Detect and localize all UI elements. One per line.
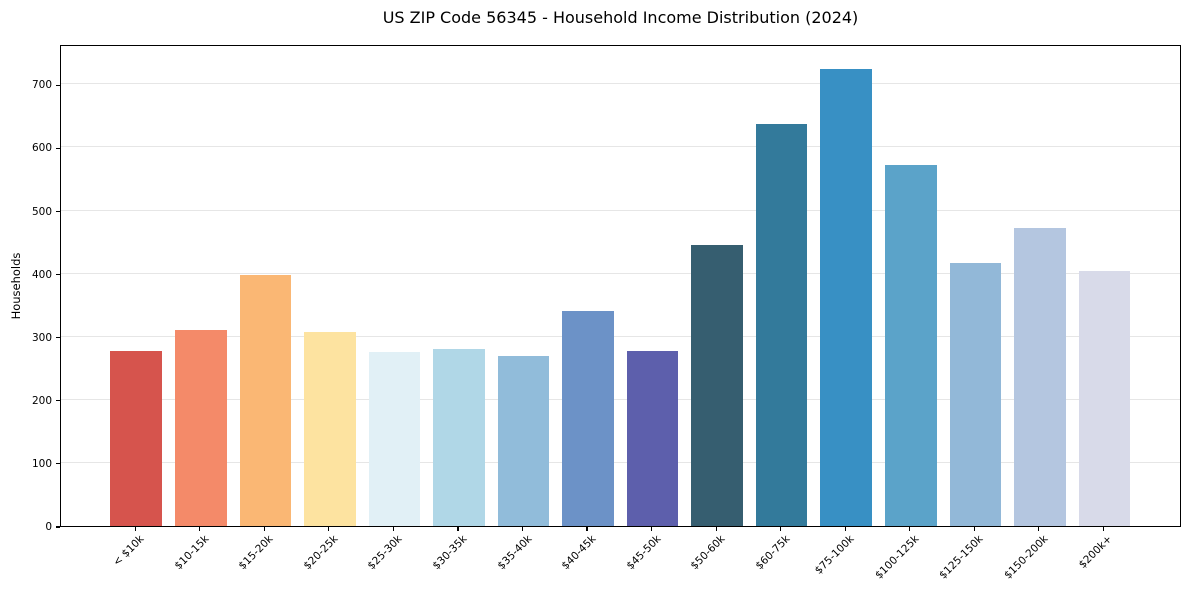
x-tick-label-$200k+: $200k+	[1077, 533, 1115, 571]
x-tick-mark	[199, 527, 201, 531]
x-tick-mark	[1102, 527, 1105, 531]
plot-area	[60, 45, 1181, 527]
x-tick-label-$100-125k: $100-125k	[872, 533, 922, 582]
x-tick-mark	[521, 527, 524, 531]
bar-$150-200k	[1014, 228, 1066, 526]
x-tick-label-$75-100k: $75-100k	[812, 533, 857, 577]
y-tick-label-600: 600	[31, 142, 52, 155]
gridline-y-100	[61, 461, 1180, 463]
gridline-y-500	[61, 209, 1180, 211]
x-tick-label-$35-40k: $35-40k	[494, 533, 534, 573]
bar-$75-100k	[820, 68, 873, 526]
x-tick-mark	[651, 527, 653, 531]
x-tick-mark	[263, 527, 265, 531]
x-tick-mark	[1038, 527, 1040, 531]
y-tick-mark	[56, 400, 60, 402]
y-tick-label-200: 200	[31, 394, 52, 407]
bar-$20-25k	[304, 332, 356, 526]
gridline-y-600	[61, 146, 1180, 148]
x-tick-label-$10-15k: $10-15k	[172, 533, 212, 573]
bar-< $10k	[110, 351, 162, 526]
bar-$45-50k	[626, 350, 679, 526]
y-tick-label-700: 700	[31, 79, 52, 92]
gridline-y-400	[61, 272, 1180, 274]
y-tick-label-400: 400	[31, 268, 52, 281]
bar-$60-75k	[755, 124, 808, 526]
gridline-y-700	[61, 83, 1180, 85]
x-tick-mark	[844, 527, 846, 531]
x-tick-mark	[392, 527, 394, 531]
chart-title: US ZIP Code 56345 - Household Income Dis…	[382, 8, 859, 27]
bar-$125-150k	[949, 262, 1002, 526]
bar-$25-30k	[368, 351, 421, 526]
x-tick-label-$40-45k: $40-45k	[559, 533, 599, 573]
x-tick-mark	[457, 527, 459, 531]
bar-$100-125k	[885, 165, 937, 526]
x-tick-mark	[586, 527, 588, 531]
bar-$50-60k	[691, 245, 743, 526]
gridline-y-300	[61, 335, 1180, 337]
x-tick-label-$60-75k: $60-75k	[753, 533, 793, 573]
x-tick-mark	[909, 527, 911, 531]
y-tick-mark	[56, 337, 60, 339]
y-tick-label-0: 0	[45, 521, 52, 533]
bar-$200k+	[1078, 270, 1131, 526]
bar-$10-15k	[174, 330, 227, 526]
y-tick-mark	[56, 463, 60, 465]
x-tick-label-$30-35k: $30-35k	[430, 533, 470, 573]
bar-$15-20k	[239, 274, 292, 526]
y-tick-mark	[56, 84, 60, 86]
bar-$40-45k	[562, 310, 614, 526]
x-tick-mark	[134, 527, 136, 531]
x-tick-label-$25-30k: $25-30k	[365, 533, 405, 573]
x-tick-mark	[973, 527, 975, 531]
x-tick-label-< $10k: < $10k	[111, 533, 147, 569]
x-tick-label-$15-20k: $15-20k	[236, 533, 276, 573]
x-tick-label-$50-60k: $50-60k	[688, 533, 728, 573]
gridline-y-200	[61, 398, 1180, 400]
y-tick-mark	[56, 210, 60, 213]
bar-$30-35k	[433, 348, 485, 526]
x-tick-label-$45-50k: $45-50k	[623, 533, 664, 573]
x-tick-label-$125-150k: $125-150k	[937, 533, 986, 582]
y-tick-mark	[56, 274, 60, 276]
x-tick-mark	[780, 527, 782, 531]
y-tick-mark	[56, 526, 60, 528]
y-tick-mark	[56, 147, 60, 150]
y-tick-label-300: 300	[31, 331, 52, 344]
x-tick-mark	[715, 527, 717, 531]
x-tick-label-$20-25k: $20-25k	[301, 533, 341, 573]
bar-$35-40k	[497, 355, 550, 526]
x-tick-label-$150-200k: $150-200k	[1001, 533, 1051, 582]
x-tick-mark	[328, 527, 330, 531]
y-tick-label-500: 500	[31, 205, 52, 218]
y-tick-label-100: 100	[31, 457, 52, 470]
